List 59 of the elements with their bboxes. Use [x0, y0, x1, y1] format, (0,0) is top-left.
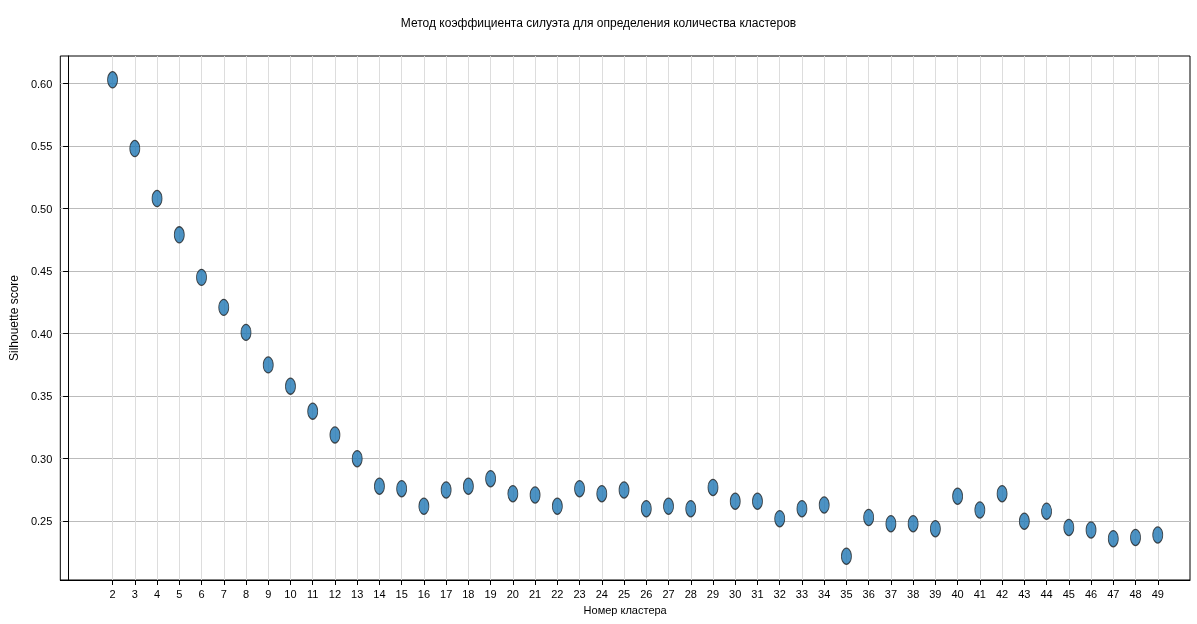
x-tick-label: 46 [1084, 587, 1098, 600]
x-tick-label: 13 [351, 587, 364, 600]
x-tick-label: 25 [617, 587, 631, 600]
x-tick-label: 11 [307, 587, 319, 600]
x-tick-label: 39 [929, 587, 942, 600]
x-tick-label: 8 [242, 587, 250, 600]
y-tick-label: 0.45 [30, 265, 53, 278]
x-tick-label: 19 [484, 587, 497, 600]
x-tick-label: 15 [395, 587, 408, 600]
x-tick-label: 27 [662, 587, 675, 600]
x-tick-label: 9 [265, 587, 272, 600]
x-tick-label: 10 [284, 587, 297, 600]
x-tick-label: 16 [417, 587, 431, 600]
x-tick-label: 45 [1062, 587, 1075, 600]
y-axis-title: Silhouette score [7, 274, 21, 362]
y-tick-label: 0.60 [30, 77, 53, 90]
y-tick-label: 0.35 [30, 390, 53, 403]
x-tick-label: 23 [573, 587, 586, 600]
x-tick-label: 4 [153, 587, 161, 600]
x-tick-label: 44 [1040, 587, 1053, 600]
x-tick-label: 17 [440, 587, 453, 600]
x-tick-label: 24 [595, 587, 608, 600]
x-tick-label: 35 [840, 587, 853, 600]
x-tick-label: 26 [640, 587, 653, 600]
x-tick-label: 49 [1151, 587, 1164, 600]
y-tick-label: 0.30 [30, 452, 53, 465]
x-tick-label: 28 [684, 587, 697, 600]
x-tick-label: 21 [528, 587, 542, 600]
y-tick-label: 0.25 [30, 515, 53, 528]
x-tick-label: 18 [462, 587, 475, 600]
x-tick-label: 41 [973, 587, 986, 600]
x-tick-label: 12 [328, 587, 342, 600]
x-axis-title: Номер кластера [583, 603, 668, 616]
y-tick-label: 0.55 [30, 140, 53, 153]
x-tick-label: 47 [1107, 587, 1120, 600]
chart-title: Метод коэффициента силуэта для определения количества кластеров [400, 16, 797, 30]
x-tick-label: 7 [220, 587, 227, 600]
x-tick-label: 22 [551, 587, 564, 600]
x-tick-label: 38 [907, 587, 920, 600]
x-tick-label: 30 [729, 587, 742, 600]
y-tick-label: 0.50 [30, 202, 53, 215]
x-tick-label: 43 [1018, 587, 1031, 600]
x-tick-label: 5 [176, 587, 183, 600]
x-tick-label: 33 [795, 587, 809, 600]
x-tick-label: 36 [862, 587, 875, 600]
x-tick-label: 32 [773, 587, 786, 600]
x-tick-label: 2 [109, 587, 116, 600]
y-tick-label: 0.40 [30, 327, 53, 340]
x-tick-label: 6 [198, 587, 205, 600]
x-tick-label: 3 [131, 587, 138, 600]
x-tick-label: 14 [373, 587, 386, 600]
x-tick-label: 20 [506, 587, 519, 600]
x-tick-label: 34 [818, 587, 831, 600]
x-tick-label: 37 [884, 587, 898, 600]
x-tick-label: 31 [751, 587, 764, 600]
x-tick-label: 42 [995, 587, 1009, 600]
x-tick-label: 29 [706, 587, 720, 600]
x-tick-label: 40 [951, 587, 964, 600]
x-tick-label: 48 [1129, 587, 1142, 600]
